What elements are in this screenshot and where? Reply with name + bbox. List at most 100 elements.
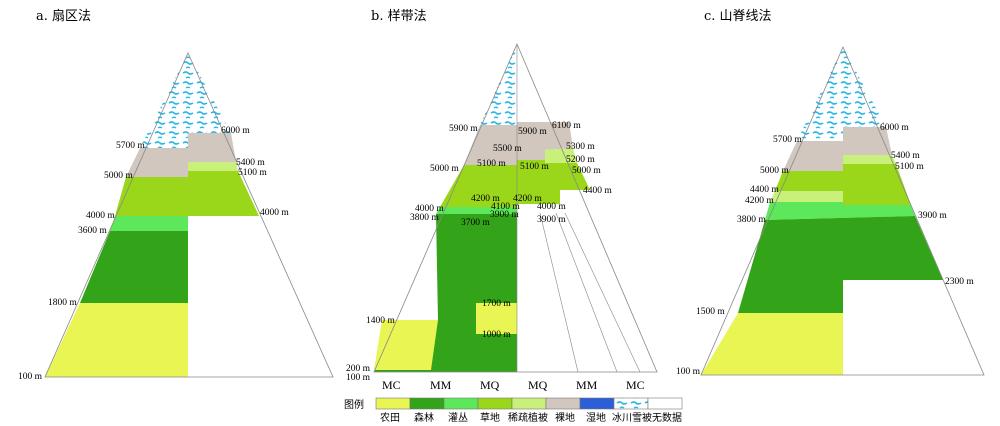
zone-farm xyxy=(701,313,843,375)
legend-label: 灌丛 xyxy=(448,412,468,424)
column-label: MC xyxy=(626,378,645,392)
elev-label: 5500 m xyxy=(493,144,522,154)
elev-label: 5100 m xyxy=(520,162,549,172)
legend-swatch-farmland xyxy=(375,397,411,410)
legend-label: 森林 xyxy=(414,411,434,424)
elev-label: 5300 m xyxy=(566,142,595,152)
elev-label: 4000 m xyxy=(537,202,566,212)
zone-grass-right xyxy=(188,171,259,216)
panel-a-labels: 6000 m 5700 m 5400 m 5100 m 5000 m 4000 … xyxy=(18,126,289,382)
transect-line xyxy=(564,212,641,373)
legend-title: 图例 xyxy=(344,398,364,411)
elev-label: 3900 m xyxy=(490,210,519,220)
panel-b-title: b. 样带法 xyxy=(371,9,427,24)
column-label: MQ xyxy=(480,378,500,392)
legend-label: 无数据 xyxy=(652,411,682,424)
zone-forest xyxy=(80,231,188,303)
zone-glacier xyxy=(474,44,569,138)
elev-label: 100 m xyxy=(18,372,43,382)
zone-bare-left xyxy=(126,148,188,177)
legend: 图例 农田 森林 灌丛 草地 稀疏植被 裸地 湿地 冰川雪被 无数据 xyxy=(344,397,683,424)
zone-glacier xyxy=(140,53,231,148)
elev-label: 1800 m xyxy=(48,298,77,308)
elev-label: 5100 m xyxy=(238,168,267,178)
elev-label: 4200 m xyxy=(513,194,542,204)
elev-label: 4200 m xyxy=(745,196,774,206)
elev-label: 2300 m xyxy=(945,277,974,287)
zone-forest xyxy=(738,216,943,313)
panel-a-outline xyxy=(44,52,334,378)
zone-sparse-right xyxy=(188,162,238,171)
elev-label: 6000 m xyxy=(880,123,909,133)
legend-swatch-shrub xyxy=(443,397,479,410)
zone-grass-left xyxy=(115,177,188,216)
panel-a-title: a. 扇区法 xyxy=(36,8,91,24)
zone-shrub xyxy=(110,216,188,231)
zone-bare-left xyxy=(783,141,843,171)
zone-grass-right xyxy=(517,160,590,204)
elev-label: 4400 m xyxy=(750,185,779,195)
elev-label: 100 m xyxy=(676,367,701,377)
legend-label: 稀疏植被 xyxy=(508,411,548,424)
zone-sparse-right xyxy=(545,148,577,163)
elev-label: 5700 m xyxy=(773,135,802,145)
zone-grass-right xyxy=(843,164,911,205)
column-label: MC xyxy=(382,378,401,392)
panel-c-zones xyxy=(700,45,985,376)
elev-label: 3800 m xyxy=(410,213,439,223)
zone-bare-right xyxy=(188,133,236,162)
elev-label: 5000 m xyxy=(104,171,133,181)
elev-label: 1400 m xyxy=(366,316,395,326)
panel-a-zones xyxy=(44,52,334,378)
elev-label: 1000 m xyxy=(482,330,511,340)
elev-label: 5100 m xyxy=(895,162,924,172)
elev-label: 5200 m xyxy=(566,155,595,165)
legend-swatch-grassland xyxy=(477,397,513,410)
elev-label: 3600 m xyxy=(78,226,107,236)
elev-label: 5700 m xyxy=(116,141,145,151)
elev-label: 3900 m xyxy=(537,215,566,225)
legend-label: 冰川雪被 xyxy=(612,411,652,424)
zone-sparse-right xyxy=(843,155,896,164)
legend-label: 农田 xyxy=(380,411,400,424)
panel-a: a. 扇区法 6000 m 5700 m 5400 m 5100 m 5000 … xyxy=(18,8,334,382)
zone-farm-left xyxy=(374,320,438,370)
elev-label: 3900 m xyxy=(918,211,947,221)
panel-b: b. 样带法 5900 m 6100 m 5900 m 5500 m 5 xyxy=(346,9,658,392)
elev-label: 6100 m xyxy=(552,121,581,131)
elev-label: 3800 m xyxy=(737,215,766,225)
panel-c-outline xyxy=(700,45,985,376)
elev-label: 4200 m xyxy=(471,194,500,204)
legend-swatch-bare xyxy=(545,397,581,410)
elev-label: 5000 m xyxy=(430,164,459,174)
panel-c-labels: 6000 m 5700 m 5400 m 5100 m 5000 m 4400 … xyxy=(676,123,974,377)
elev-label: 5000 m xyxy=(572,166,601,176)
panel-c-title: c. 山脊线法 xyxy=(704,9,772,24)
elev-label: 5900 m xyxy=(518,127,547,137)
legend-swatch-forest xyxy=(409,397,445,410)
elev-label: 5900 m xyxy=(449,124,478,134)
elev-label: 4000 m xyxy=(260,208,289,218)
elev-label: 4400 m xyxy=(583,186,612,196)
elev-label: 5400 m xyxy=(236,158,265,168)
panel-b-outline xyxy=(373,42,658,373)
zone-grass-left xyxy=(775,171,843,191)
panel-b-column-labels: MC MM MQ MQ MM MC xyxy=(382,378,645,392)
panel-c: c. 山脊线法 6000 m 5700 m 5400 m 5100 m 5000… xyxy=(676,9,985,377)
zone-farm xyxy=(45,303,188,377)
elev-label: 3700 m xyxy=(461,218,490,228)
transect-line xyxy=(539,212,579,373)
zone-shrub xyxy=(436,207,517,214)
zone-nodata xyxy=(843,280,984,375)
panel-b-zones xyxy=(373,42,658,373)
legend-swatch-sparse xyxy=(511,397,547,410)
elev-label: 5100 m xyxy=(477,159,506,169)
column-label: MM xyxy=(430,378,452,392)
elev-label: 4000 m xyxy=(415,204,444,214)
transect-line xyxy=(555,212,618,373)
zone-nodata xyxy=(517,190,657,372)
elev-label: 5400 m xyxy=(891,151,920,161)
zone-shrub xyxy=(765,202,915,220)
panel-b-labels: 5900 m 6100 m 5900 m 5500 m 5300 m 5200 … xyxy=(346,121,612,383)
